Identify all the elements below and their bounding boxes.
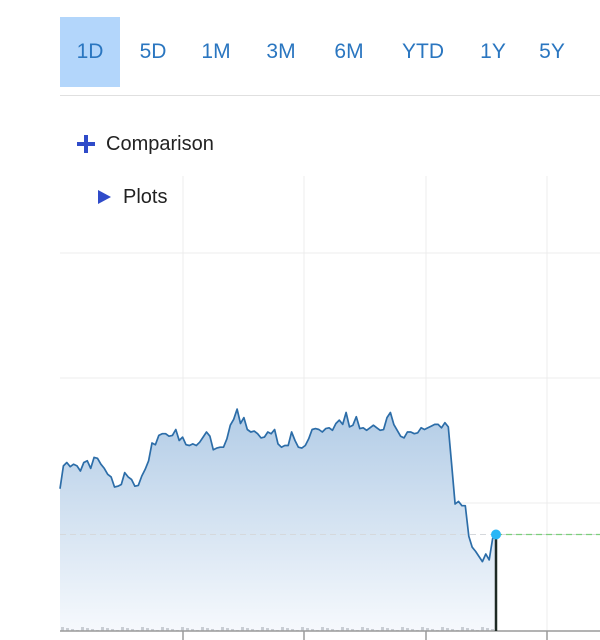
volume-bar [121, 627, 124, 631]
volume-bar [281, 627, 284, 631]
volume-bar [211, 629, 214, 631]
volume-bar [251, 629, 254, 631]
volume-bar [331, 629, 334, 631]
volume-bar [166, 628, 169, 631]
volume-bar [101, 627, 104, 631]
volume-bar [311, 629, 314, 631]
volume-bar [146, 628, 149, 631]
volume-bar [486, 628, 489, 631]
plots-label: Plots [123, 185, 168, 208]
volume-bar [221, 627, 224, 631]
volume-bar [61, 627, 64, 631]
volume-bar [111, 629, 114, 631]
volume-bar [226, 628, 229, 631]
volume-bar [266, 628, 269, 631]
volume-bar [441, 627, 444, 631]
volume-bar [391, 629, 394, 631]
volume-bar [406, 628, 409, 631]
range-selector: 1D 5D 1M 3M 6M YTD 1Y 5Y [60, 17, 600, 87]
volume-bar [246, 628, 249, 631]
range-tab-3m[interactable]: 3M [266, 40, 296, 63]
volume-bar [446, 628, 449, 631]
triangle-right-icon [98, 190, 111, 204]
volume-bar [401, 627, 404, 631]
volume-bar [341, 627, 344, 631]
volume-bar [306, 628, 309, 631]
volume-bar [326, 628, 329, 631]
plots-toggle[interactable]: Plots [98, 182, 167, 212]
range-tab-1y[interactable]: 1Y [480, 40, 506, 63]
volume-bar [201, 627, 204, 631]
volume-bar [371, 629, 374, 631]
volume-bar [466, 628, 469, 631]
volume-bar [186, 628, 189, 631]
volume-bar [86, 628, 89, 631]
volume-bar [481, 627, 484, 631]
volume-bar [161, 627, 164, 631]
volume-bar [91, 629, 94, 631]
range-tab-1m[interactable]: 1M [201, 40, 231, 63]
volume-bar [381, 627, 384, 631]
volume-bar [451, 629, 454, 631]
volume-bar [411, 629, 414, 631]
volume-bar [461, 627, 464, 631]
volume-bar [171, 629, 174, 631]
comparison-button[interactable]: Comparison [76, 128, 214, 160]
volume-bar [71, 629, 74, 631]
volume-bar [181, 627, 184, 631]
volume-bar [366, 628, 369, 631]
volume-bar [231, 629, 234, 631]
volume-bar [286, 628, 289, 631]
volume-bar [491, 629, 494, 631]
volume-bar [66, 628, 69, 631]
range-divider [60, 95, 600, 96]
volume-bar [351, 629, 354, 631]
comparison-label: Comparison [106, 132, 214, 155]
range-tab-5d[interactable]: 5D [139, 40, 167, 63]
volume-bar [321, 627, 324, 631]
range-tab-6m[interactable]: 6M [334, 40, 364, 63]
volume-bar [241, 627, 244, 631]
volume-bar [471, 629, 474, 631]
volume-bar [126, 628, 129, 631]
volume-bar [271, 629, 274, 631]
range-tab-ytd[interactable]: YTD [402, 40, 444, 63]
volume-bar [431, 629, 434, 631]
volume-bar [106, 628, 109, 631]
volume-bar [151, 629, 154, 631]
volume-bar [386, 628, 389, 631]
plus-icon [76, 134, 96, 154]
volume-bar [346, 628, 349, 631]
volume-bar [206, 628, 209, 631]
volume-bar [361, 627, 364, 631]
last-price-marker[interactable] [491, 529, 501, 540]
price-area [60, 409, 496, 631]
volume-bar [291, 629, 294, 631]
range-tab-5y[interactable]: 5Y [539, 40, 565, 63]
volume-bar [191, 629, 194, 631]
price-line [59, 408, 497, 563]
volume-bar [261, 627, 264, 631]
range-tab-1d[interactable]: 1D [60, 17, 120, 87]
volume-bar [301, 627, 304, 631]
volume-bar [131, 629, 134, 631]
volume-bar [141, 627, 144, 631]
x-axis-ticks [182, 631, 548, 640]
volume-bar [426, 628, 429, 631]
volume-bar [421, 627, 424, 631]
volume-bar [81, 627, 84, 631]
